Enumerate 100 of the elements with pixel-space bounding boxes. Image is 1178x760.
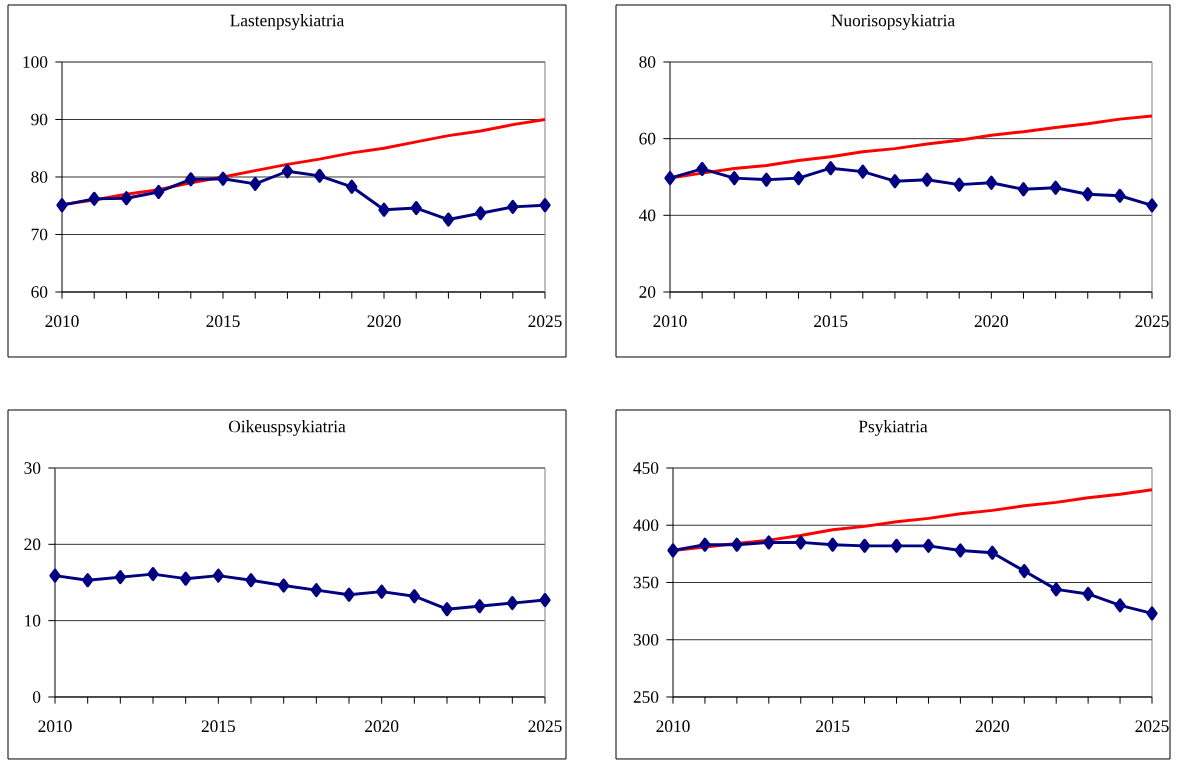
point [922, 538, 935, 553]
point [1050, 582, 1062, 597]
y-tick-label: 350 [633, 576, 659, 589]
point [507, 199, 519, 214]
point [1114, 188, 1126, 203]
point [699, 537, 711, 552]
point [212, 568, 225, 583]
point [1082, 586, 1094, 602]
point [441, 602, 453, 617]
y-tick-label: 20 [24, 538, 41, 551]
point [986, 545, 999, 560]
point [281, 164, 294, 179]
x-tick-label: 2010 [656, 720, 690, 733]
chart-title: Lastenpsykiatria [230, 14, 345, 30]
point [539, 198, 551, 213]
point [56, 198, 68, 213]
point [410, 200, 422, 216]
point [217, 171, 229, 186]
point [376, 584, 388, 599]
point [442, 212, 455, 227]
chart-title: Oikeuspsykiatria [229, 420, 346, 436]
point [1146, 606, 1158, 621]
y-tick-label: 90 [31, 113, 48, 126]
point [858, 538, 871, 553]
point [1017, 182, 1030, 197]
y-tick-label: 450 [633, 462, 659, 474]
point [408, 589, 421, 604]
point [921, 172, 933, 187]
point [114, 570, 127, 585]
y-tick-label: 20 [639, 286, 656, 298]
point [245, 573, 257, 588]
y-tick-label: 60 [639, 132, 656, 145]
x-tick-label: 2015 [201, 720, 235, 733]
point [1018, 563, 1030, 579]
point [825, 161, 837, 176]
x-tick-label: 2015 [206, 315, 240, 328]
point [343, 587, 355, 602]
y-tick-label: 60 [31, 286, 48, 298]
x-tick-label: 2015 [816, 720, 850, 733]
point [1114, 598, 1126, 613]
point [152, 184, 165, 200]
point [763, 535, 775, 550]
y-tick-label: 80 [31, 171, 48, 183]
x-tick-label: 2010 [653, 315, 687, 328]
x-tick-label: 2010 [45, 315, 79, 328]
point [1146, 198, 1158, 213]
point [185, 172, 197, 187]
y-tick-label: 30 [24, 462, 41, 474]
x-tick-label: 2025 [528, 315, 562, 328]
x-tick-label: 2025 [1135, 315, 1169, 328]
point [728, 171, 740, 186]
x-tick-label: 2010 [38, 720, 72, 733]
point [760, 172, 773, 187]
y-tick-label: 70 [31, 228, 48, 241]
point [795, 535, 807, 550]
y-tick-label: 300 [633, 633, 659, 646]
y-tick-label: 40 [638, 209, 656, 222]
point [378, 202, 390, 217]
y-tick-label: 400 [633, 519, 659, 532]
point [1049, 180, 1062, 195]
point [889, 174, 901, 189]
point [278, 578, 290, 593]
point [731, 537, 743, 552]
chart-title: Psykiatria [858, 420, 928, 436]
point [346, 179, 358, 194]
y-tick-label: 100 [23, 56, 48, 68]
point [180, 571, 192, 586]
point [310, 583, 323, 598]
x-tick-label: 2025 [1135, 720, 1169, 733]
y-tick-label: 0 [32, 691, 41, 703]
y-tick-label: 80 [639, 56, 656, 68]
point [1082, 187, 1094, 202]
point [120, 191, 133, 206]
x-tick-label: 2020 [974, 315, 1009, 328]
point [857, 164, 869, 179]
point [792, 171, 805, 186]
x-tick-label: 2020 [367, 315, 401, 328]
point [88, 191, 100, 206]
x-tick-label: 2015 [814, 315, 848, 328]
point [249, 176, 261, 191]
point [985, 175, 997, 190]
point [313, 168, 326, 183]
point [474, 206, 487, 221]
point [890, 538, 903, 553]
point [827, 537, 839, 552]
point [539, 592, 551, 608]
x-tick-label: 2025 [528, 720, 562, 733]
point [147, 567, 159, 582]
point [696, 161, 708, 177]
point [506, 596, 519, 611]
x-tick-label: 2020 [365, 720, 399, 733]
point [474, 599, 486, 614]
point [954, 543, 967, 558]
point [667, 543, 679, 558]
point [49, 568, 61, 583]
point [953, 177, 965, 192]
x-tick-label: 2020 [975, 720, 1010, 733]
point [664, 171, 676, 186]
chart-title: Nuorisopsykiatria [831, 14, 955, 30]
y-tick-label: 10 [25, 614, 41, 627]
